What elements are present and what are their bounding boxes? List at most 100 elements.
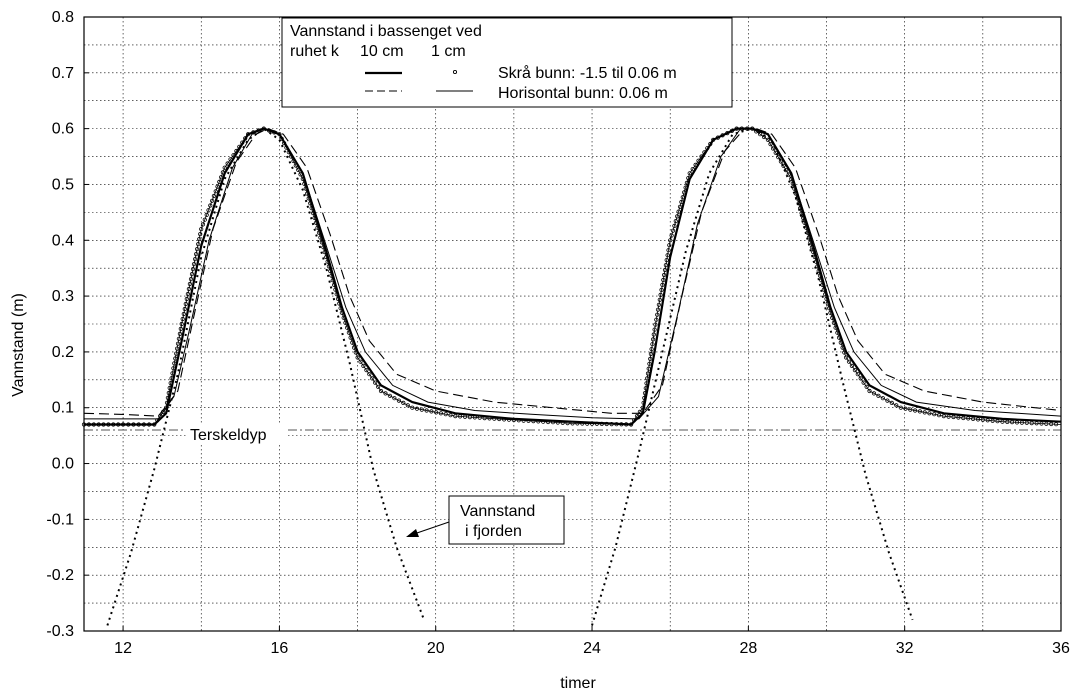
data-point xyxy=(985,418,990,423)
data-point xyxy=(86,422,92,427)
data-point xyxy=(101,422,106,427)
data-point xyxy=(392,396,397,401)
data-point xyxy=(171,366,176,371)
data-point xyxy=(876,393,881,398)
y-tick-label: 0.3 xyxy=(52,288,74,305)
data-point xyxy=(677,204,683,209)
y-axis-label: Vannstand (m) xyxy=(10,293,27,397)
data-point xyxy=(293,163,298,168)
data-point xyxy=(812,254,817,260)
data-point xyxy=(852,367,858,373)
data-point xyxy=(673,219,678,224)
data-point xyxy=(526,418,531,423)
legend-roughness-label: ruhet k xyxy=(290,43,340,60)
data-point xyxy=(166,390,171,396)
data-point xyxy=(821,287,827,292)
data-point xyxy=(661,272,667,278)
y-tick-label: 0.1 xyxy=(52,400,74,417)
data-point xyxy=(817,273,823,278)
data-point xyxy=(410,405,415,410)
data-point xyxy=(141,422,146,427)
data-point xyxy=(152,422,157,427)
data-point xyxy=(308,201,313,206)
data-point xyxy=(202,217,207,222)
data-point xyxy=(932,412,937,417)
data-point xyxy=(781,163,786,168)
data-point xyxy=(467,414,472,420)
data-point xyxy=(825,301,830,306)
data-point xyxy=(246,132,251,137)
data-point xyxy=(805,230,810,235)
data-point xyxy=(136,422,141,427)
data-point xyxy=(168,380,173,386)
data-point xyxy=(364,367,369,373)
data-point xyxy=(645,376,650,381)
data-point xyxy=(975,417,981,422)
data-point xyxy=(210,198,215,203)
data-point xyxy=(375,384,381,389)
data-point xyxy=(966,416,971,421)
data-point xyxy=(1039,421,1044,426)
data-point xyxy=(401,400,406,405)
data-point xyxy=(178,326,183,331)
data-point xyxy=(219,175,224,180)
data-point xyxy=(811,250,816,255)
data-point xyxy=(414,406,420,411)
x-tick-labels: 12 16 20 24 28 32 36 xyxy=(114,626,1070,657)
y-tick-label: 0.4 xyxy=(52,232,74,249)
data-point xyxy=(511,417,517,423)
series-vannstand-i-fjorden xyxy=(106,127,914,626)
data-point xyxy=(903,406,908,411)
data-point xyxy=(833,325,838,330)
y-tick-label: -0.1 xyxy=(46,511,74,528)
data-point xyxy=(298,172,303,177)
data-point xyxy=(672,223,677,228)
x-tick-label: 36 xyxy=(1052,640,1070,657)
data-point xyxy=(116,422,121,427)
data-point xyxy=(370,376,375,381)
data-point xyxy=(619,422,624,427)
data-point xyxy=(885,398,890,403)
x-tick-label: 24 xyxy=(583,640,601,657)
data-point xyxy=(321,245,326,250)
data-point xyxy=(220,170,225,175)
data-point xyxy=(720,133,725,138)
data-point xyxy=(650,337,656,342)
data-point xyxy=(383,391,388,396)
data-point xyxy=(664,257,669,263)
data-point xyxy=(516,418,521,423)
data-point xyxy=(477,415,482,420)
data-point xyxy=(1029,420,1034,426)
data-point xyxy=(956,415,961,420)
data-point xyxy=(1014,420,1020,425)
data-point xyxy=(1034,421,1039,426)
data-point xyxy=(653,322,658,327)
data-point xyxy=(803,225,809,230)
y-tick-label: 0.2 xyxy=(52,344,74,361)
data-point xyxy=(424,408,429,413)
data-point xyxy=(173,356,178,361)
data-point xyxy=(838,340,843,345)
data-point xyxy=(419,407,424,412)
data-point xyxy=(315,225,320,230)
data-point xyxy=(343,320,348,325)
data-point xyxy=(497,416,502,422)
data-point xyxy=(831,320,837,325)
data-point xyxy=(429,409,434,414)
data-point xyxy=(589,421,595,426)
data-point xyxy=(680,195,685,200)
data-point xyxy=(222,165,227,170)
data-point xyxy=(842,350,847,355)
data-point xyxy=(1049,421,1054,427)
data-point xyxy=(324,254,329,260)
data-point xyxy=(211,193,216,199)
data-point xyxy=(648,351,654,357)
series-horisontal-bunn-10-cm xyxy=(83,128,1062,417)
data-point xyxy=(809,245,815,250)
data-point xyxy=(655,307,661,312)
data-point xyxy=(521,418,526,423)
data-point xyxy=(213,189,218,194)
data-point xyxy=(711,137,716,142)
data-point xyxy=(335,296,341,301)
data-point xyxy=(277,132,282,137)
